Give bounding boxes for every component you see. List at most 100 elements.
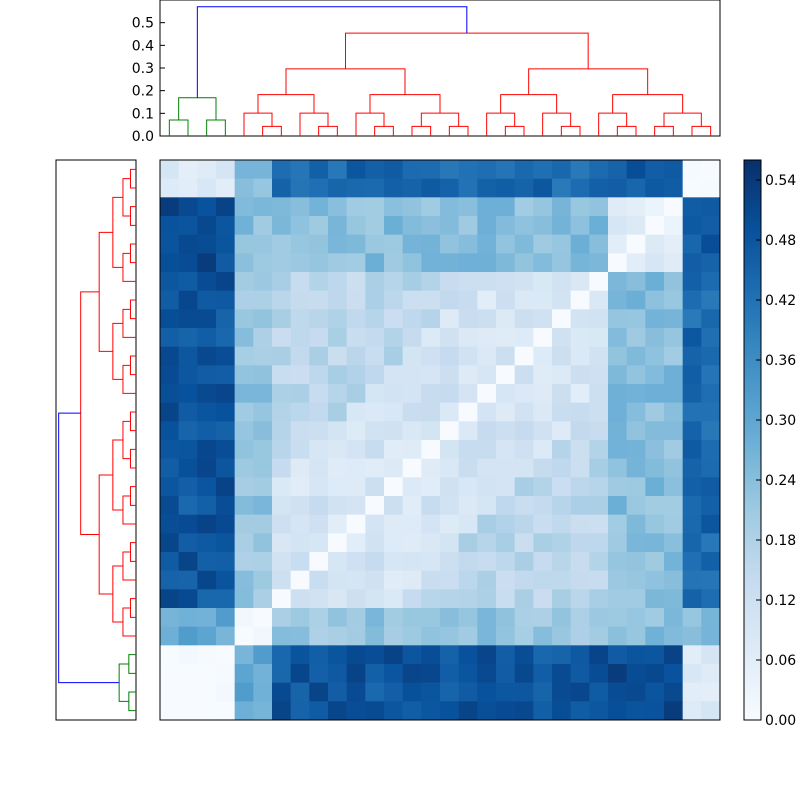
heatmap-cell xyxy=(589,365,609,385)
heatmap-cell xyxy=(701,533,721,553)
heatmap-cell xyxy=(533,365,553,385)
heatmap-cell xyxy=(421,458,441,478)
heatmap-cell xyxy=(514,552,534,571)
heatmap-cell xyxy=(496,253,515,273)
heatmap-cell xyxy=(160,664,179,683)
heatmap-cell xyxy=(197,253,217,273)
heatmap-cell xyxy=(346,328,366,347)
heatmap-cell xyxy=(682,160,702,179)
dendrogram-link xyxy=(420,112,460,127)
heatmap-cell xyxy=(346,496,366,515)
dendrogram-link xyxy=(654,125,674,136)
heatmap-cell xyxy=(496,514,515,534)
heatmap-cell xyxy=(234,421,254,441)
heatmap-cell xyxy=(701,234,721,254)
dendrogram-link xyxy=(486,112,516,136)
heatmap-cell xyxy=(440,421,459,441)
heatmap-cell xyxy=(402,458,422,478)
heatmap-cell xyxy=(608,589,627,609)
heatmap-cell xyxy=(272,365,291,385)
heatmap-cell xyxy=(533,290,553,310)
heatmap-cell xyxy=(496,197,515,217)
heatmap-cell xyxy=(440,570,459,590)
heatmap-cell xyxy=(421,589,441,609)
heatmap-cell xyxy=(290,458,310,478)
heatmap-cell xyxy=(608,328,627,347)
heatmap-cell xyxy=(682,589,702,609)
heatmap-cell xyxy=(328,197,347,217)
heatmap-cell xyxy=(197,216,217,235)
heatmap-cell xyxy=(253,421,273,441)
heatmap-cell xyxy=(234,384,254,403)
dendrogram-link xyxy=(369,94,441,114)
heatmap-cell xyxy=(384,253,403,273)
heatmap-cell xyxy=(272,346,291,366)
heatmap-cell xyxy=(272,477,291,497)
heatmap-cell xyxy=(309,197,329,217)
heatmap-cell xyxy=(402,552,422,571)
dendrogram-link xyxy=(129,355,136,376)
heatmap-cell xyxy=(477,514,497,534)
heatmap-cell xyxy=(421,514,441,534)
heatmap-cell xyxy=(458,608,478,627)
heatmap-cell xyxy=(365,440,385,459)
heatmap-cell xyxy=(421,253,441,273)
heatmap-cell xyxy=(178,402,198,422)
heatmap-cell xyxy=(645,160,665,179)
heatmap-cell xyxy=(384,234,403,254)
heatmap-cell xyxy=(272,701,291,721)
heatmap-cell xyxy=(626,477,646,497)
heatmap-cell xyxy=(365,458,385,478)
heatmap-cell xyxy=(402,664,422,683)
dendrogram-link xyxy=(374,125,394,136)
heatmap-cell xyxy=(682,626,702,646)
heatmap-cell xyxy=(290,570,310,590)
heatmap-cell xyxy=(514,234,534,254)
heatmap-cell xyxy=(384,682,403,702)
heatmap-cell xyxy=(664,178,683,198)
heatmap-cell xyxy=(384,626,403,646)
heatmap-cell xyxy=(216,589,235,609)
heatmap-cell xyxy=(234,645,254,665)
heatmap-cell xyxy=(309,328,329,347)
dendrogram-link xyxy=(612,94,684,114)
heatmap-cell xyxy=(178,626,198,646)
heatmap-cell xyxy=(402,608,422,627)
heatmap-cell xyxy=(290,290,310,310)
heatmap-cell xyxy=(197,384,217,403)
heatmap-cell xyxy=(160,608,179,627)
heatmap-cell xyxy=(458,197,478,217)
heatmap-cell xyxy=(384,309,403,329)
dendrogram-link xyxy=(122,495,136,525)
heatmap-cell xyxy=(552,645,571,665)
heatmap-cell xyxy=(253,253,273,273)
heatmap-cell xyxy=(701,384,721,403)
heatmap-cell xyxy=(608,440,627,459)
heatmap-cell xyxy=(514,477,534,497)
heatmap-cell xyxy=(608,701,627,721)
heatmap-cell xyxy=(626,552,646,571)
heatmap-cell xyxy=(589,178,609,198)
heatmap-cell xyxy=(346,682,366,702)
dendrogram-link xyxy=(80,291,100,535)
heatmap-cell xyxy=(216,197,235,217)
heatmap-cell xyxy=(253,458,273,478)
heatmap-cell xyxy=(477,421,497,441)
heatmap-cell xyxy=(477,309,497,329)
heatmap-cell xyxy=(421,626,441,646)
heatmap-cell xyxy=(346,440,366,459)
heatmap-cell xyxy=(197,682,217,702)
heatmap-cell xyxy=(402,384,422,403)
heatmap-cell xyxy=(626,197,646,217)
heatmap-cell xyxy=(608,458,627,478)
heatmap-cell xyxy=(552,477,571,497)
heatmap-cell xyxy=(328,496,347,515)
heatmap-cell xyxy=(645,346,665,366)
heatmap-cell xyxy=(514,570,534,590)
heatmap-cell xyxy=(645,682,665,702)
heatmap-cell xyxy=(197,346,217,366)
heatmap-cell xyxy=(346,477,366,497)
heatmap-cell xyxy=(160,272,179,291)
heatmap-cell xyxy=(384,701,403,721)
heatmap-cell xyxy=(197,701,217,721)
